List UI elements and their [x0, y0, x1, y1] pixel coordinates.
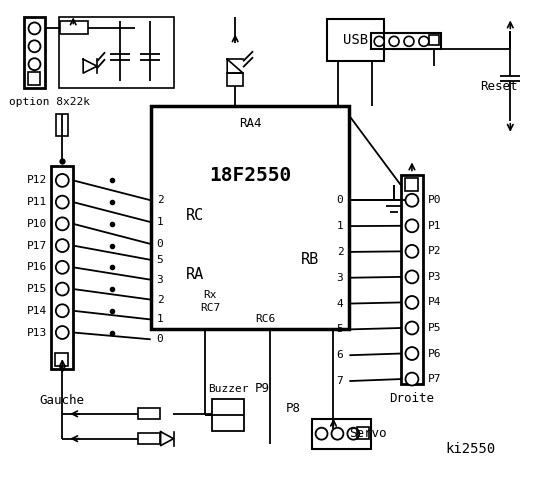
Text: P0: P0: [428, 195, 441, 205]
Text: RB: RB: [300, 252, 319, 267]
Circle shape: [405, 270, 419, 283]
Circle shape: [405, 245, 419, 258]
Text: RA4: RA4: [239, 117, 261, 130]
Text: 5: 5: [337, 324, 343, 335]
Text: P13: P13: [27, 327, 48, 337]
Bar: [59, 16, 174, 88]
Text: Rx: Rx: [204, 289, 217, 300]
Circle shape: [316, 428, 327, 440]
Text: P15: P15: [27, 284, 48, 294]
Bar: [227, 73, 243, 86]
Bar: [56, 114, 68, 136]
Circle shape: [405, 219, 419, 232]
Text: P1: P1: [428, 221, 441, 231]
Circle shape: [56, 326, 69, 339]
Circle shape: [405, 322, 419, 335]
Text: RC6: RC6: [255, 314, 275, 324]
Text: P3: P3: [428, 272, 441, 282]
Text: RC: RC: [186, 208, 205, 223]
Circle shape: [331, 428, 343, 440]
Text: Servo: Servo: [349, 427, 387, 440]
Text: 2: 2: [156, 295, 164, 305]
Text: 0: 0: [156, 335, 164, 344]
Circle shape: [374, 36, 384, 46]
Bar: [138, 408, 160, 419]
Text: P8: P8: [286, 402, 301, 415]
Bar: [51, 166, 73, 369]
Text: option 8x22k: option 8x22k: [9, 97, 90, 107]
Bar: [60, 22, 88, 35]
Bar: [405, 179, 418, 192]
Text: ki2550: ki2550: [445, 442, 495, 456]
Text: 1: 1: [156, 314, 164, 324]
Text: 3: 3: [156, 275, 164, 285]
Text: Reset: Reset: [481, 80, 518, 93]
Text: 6: 6: [337, 350, 343, 360]
Bar: [312, 419, 371, 449]
Text: P5: P5: [428, 323, 441, 333]
Circle shape: [56, 217, 69, 230]
Text: RA: RA: [186, 267, 205, 282]
Bar: [429, 36, 439, 45]
Circle shape: [405, 347, 419, 360]
Text: 5: 5: [156, 255, 164, 265]
Text: P11: P11: [27, 197, 48, 207]
Circle shape: [419, 36, 429, 46]
Circle shape: [29, 58, 40, 70]
Bar: [151, 106, 349, 329]
Circle shape: [29, 23, 40, 35]
Bar: [55, 353, 68, 366]
Bar: [326, 20, 384, 61]
Bar: [138, 432, 160, 444]
Text: Droite: Droite: [389, 393, 435, 406]
Text: 0: 0: [337, 195, 343, 205]
Circle shape: [56, 283, 69, 296]
Bar: [371, 34, 441, 49]
Text: P6: P6: [428, 348, 441, 359]
Text: P4: P4: [428, 298, 441, 307]
Text: 18F2550: 18F2550: [209, 166, 291, 185]
Text: 4: 4: [337, 299, 343, 309]
Text: 0: 0: [156, 239, 164, 249]
Text: P12: P12: [27, 175, 48, 185]
Text: 1: 1: [156, 217, 164, 227]
Circle shape: [404, 36, 414, 46]
Circle shape: [56, 174, 69, 187]
Text: P2: P2: [428, 246, 441, 256]
Circle shape: [56, 239, 69, 252]
Circle shape: [389, 36, 399, 46]
Circle shape: [29, 40, 40, 52]
Text: P7: P7: [428, 374, 441, 384]
Bar: [28, 72, 40, 85]
Text: P17: P17: [27, 240, 48, 251]
Text: P10: P10: [27, 219, 48, 229]
Circle shape: [56, 304, 69, 317]
Bar: [24, 16, 45, 88]
Bar: [212, 399, 244, 431]
Text: 3: 3: [337, 273, 343, 283]
Text: USB: USB: [343, 33, 368, 48]
Text: 7: 7: [337, 376, 343, 386]
Text: Buzzer: Buzzer: [208, 384, 248, 394]
Bar: [357, 427, 369, 439]
Text: 2: 2: [337, 247, 343, 257]
Circle shape: [405, 296, 419, 309]
Text: RC7: RC7: [200, 302, 221, 312]
Text: 2: 2: [156, 195, 164, 205]
Circle shape: [56, 261, 69, 274]
Text: Gauche: Gauche: [40, 395, 85, 408]
Text: P14: P14: [27, 306, 48, 316]
Text: P9: P9: [254, 383, 269, 396]
Circle shape: [405, 194, 419, 207]
Circle shape: [347, 428, 359, 440]
Text: P16: P16: [27, 262, 48, 272]
Circle shape: [405, 372, 419, 385]
Text: 1: 1: [337, 221, 343, 231]
Bar: [401, 175, 423, 384]
Circle shape: [56, 196, 69, 209]
